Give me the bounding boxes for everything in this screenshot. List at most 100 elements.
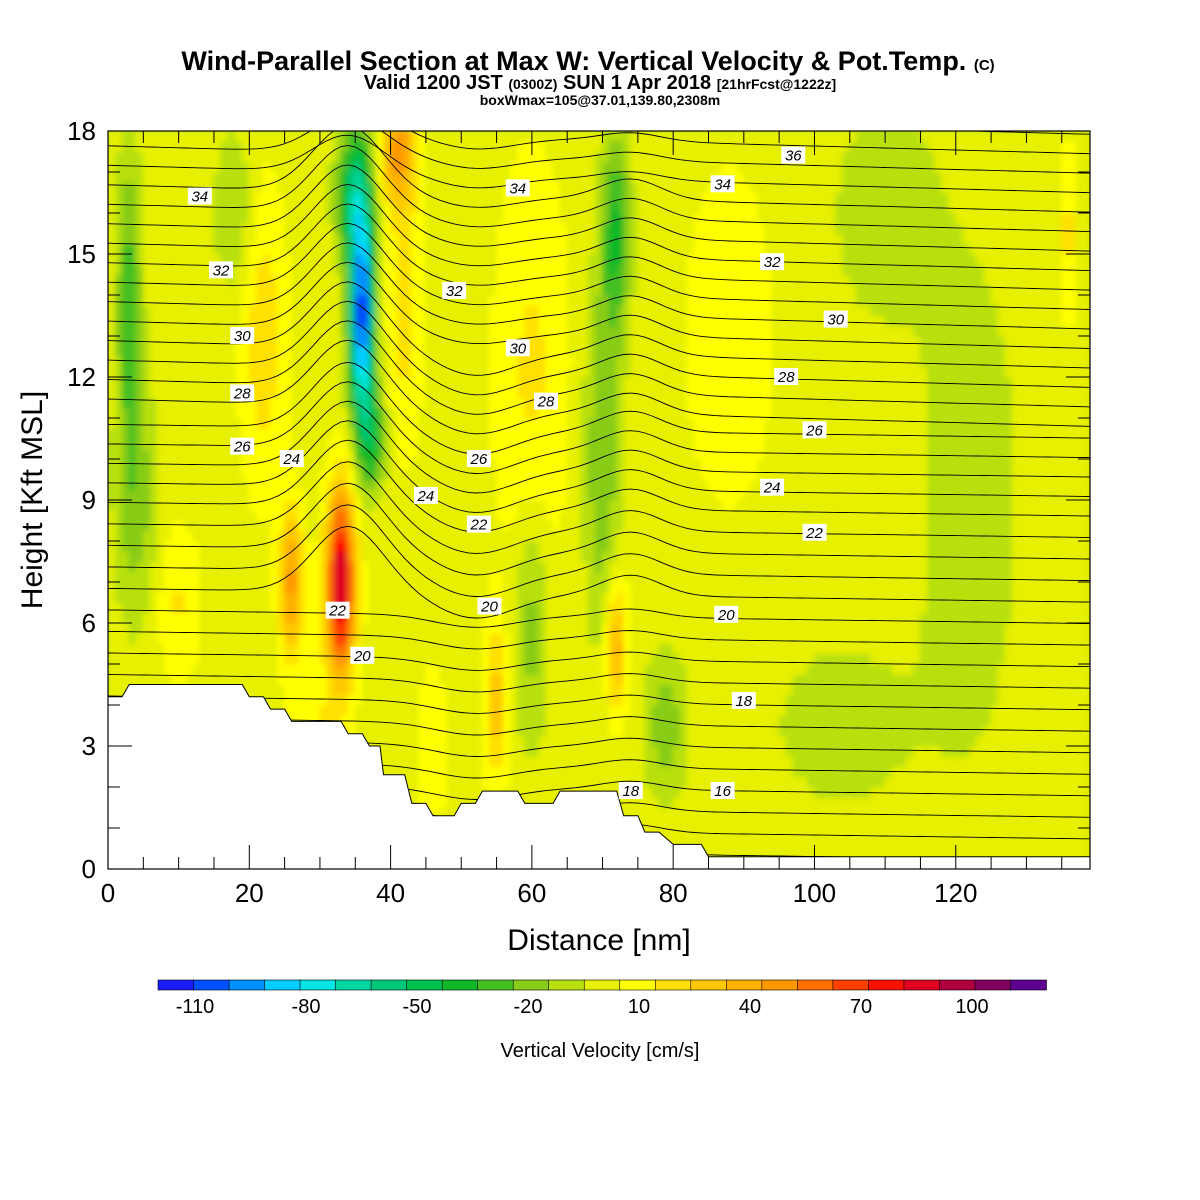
velocity-cell: [432, 427, 441, 439]
velocity-cell: [171, 131, 180, 142]
velocity-cell: [255, 673, 264, 685]
velocity-cell: [178, 345, 187, 357]
velocity-cell: [319, 243, 328, 255]
velocity-cell: [121, 561, 130, 573]
velocity-cell: [298, 325, 307, 337]
velocity-cell: [128, 479, 137, 491]
velocity-cell: [425, 335, 434, 347]
velocity-cell: [481, 397, 490, 409]
velocity-cell: [277, 263, 286, 275]
velocity-cell: [135, 222, 144, 234]
velocity-cell: [149, 222, 158, 234]
velocity-cell: [503, 427, 512, 439]
velocity-cell: [298, 581, 307, 593]
velocity-cell: [397, 735, 406, 747]
velocity-cell: [128, 356, 137, 368]
velocity-cell: [580, 274, 589, 286]
velocity-cell: [164, 294, 173, 306]
velocity-cell: [171, 181, 180, 193]
velocity-cell: [467, 202, 476, 214]
velocity-cell: [517, 233, 526, 245]
velocity-cell: [425, 202, 434, 214]
velocity-cell: [114, 509, 123, 521]
velocity-cell: [319, 550, 328, 562]
velocity-cell: [432, 807, 441, 819]
velocity-cell: [531, 663, 540, 675]
velocity-cell: [587, 499, 596, 511]
velocity-cell: [460, 509, 469, 521]
velocity-cell: [460, 745, 469, 757]
velocity-cell: [481, 140, 490, 152]
velocity-cell: [149, 489, 158, 501]
velocity-cell: [580, 263, 589, 275]
velocity-cell: [255, 458, 264, 470]
velocity-cell: [121, 325, 130, 337]
velocity-cell: [375, 397, 385, 409]
velocity-cell: [135, 602, 144, 614]
velocity-cell: [199, 571, 208, 583]
velocity-cell: [114, 581, 123, 593]
velocity-cell: [524, 171, 533, 183]
velocity-cell: [284, 202, 293, 214]
velocity-cell: [432, 140, 441, 152]
velocity-cell: [213, 335, 222, 347]
velocity-cell: [517, 766, 526, 778]
velocity-cell: [383, 263, 392, 275]
velocity-cell: [496, 151, 505, 163]
velocity-cell: [432, 591, 441, 603]
velocity-cell: [333, 397, 342, 409]
velocity-cell: [234, 397, 243, 409]
velocity-cell: [425, 345, 434, 357]
velocity-cell: [545, 540, 554, 552]
velocity-cell: [545, 653, 554, 665]
velocity-cell: [108, 643, 116, 655]
velocity-cell: [552, 325, 561, 337]
velocity-cell: [404, 243, 413, 255]
velocity-cell: [432, 233, 441, 245]
velocity-cell: [418, 202, 427, 214]
velocity-cell: [135, 233, 144, 245]
velocity-cell: [467, 509, 476, 521]
velocity-cell: [262, 263, 271, 275]
velocity-cell: [326, 632, 335, 644]
velocity-cell: [587, 673, 596, 685]
velocity-cell: [312, 171, 321, 183]
velocity-cell: [566, 766, 575, 778]
velocity-cell: [524, 315, 533, 327]
velocity-cell: [566, 243, 575, 255]
velocity-cell: [390, 479, 399, 491]
velocity-cell: [354, 591, 363, 603]
velocity-cell: [453, 776, 462, 788]
velocity-cell: [488, 499, 498, 511]
velocity-cell: [545, 161, 554, 173]
velocity-cell: [439, 131, 448, 142]
velocity-cell: [312, 233, 321, 245]
velocity-cell: [552, 468, 561, 480]
velocity-cell: [192, 140, 201, 152]
velocity-cell: [206, 386, 215, 398]
velocity-cell: [354, 468, 363, 480]
velocity-cell: [298, 131, 307, 142]
velocity-cell: [319, 397, 328, 409]
velocity-cell: [305, 499, 314, 511]
velocity-cell: [277, 643, 286, 655]
velocity-cell: [291, 335, 300, 347]
velocity-cell: [397, 755, 406, 767]
velocity-cell: [142, 479, 151, 491]
velocity-cell: [383, 151, 392, 163]
velocity-cell: [425, 263, 434, 275]
velocity-cell: [460, 520, 469, 532]
velocity-cell: [460, 653, 469, 665]
velocity-cell: [262, 612, 271, 624]
subtitle-date: SUN 1 Apr 2018: [563, 72, 711, 94]
velocity-cell: [481, 468, 490, 480]
velocity-cell: [446, 417, 455, 429]
velocity-cell: [255, 181, 264, 193]
velocity-cell: [545, 417, 554, 429]
velocity-cell: [390, 684, 399, 696]
velocity-cell: [496, 673, 505, 685]
velocity-cell: [439, 602, 448, 614]
velocity-cell: [383, 766, 392, 778]
velocity-cell: [552, 520, 561, 532]
velocity-cell: [185, 233, 194, 245]
